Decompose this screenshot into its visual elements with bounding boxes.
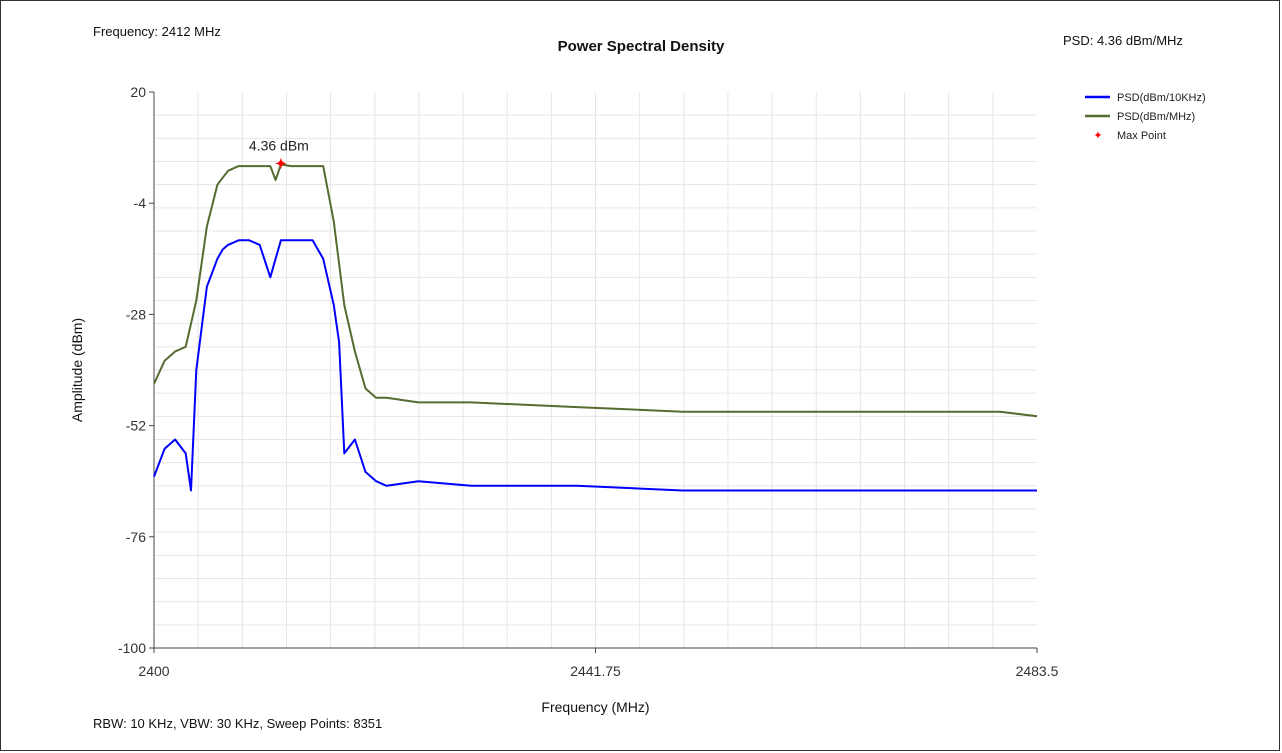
x-tick-label: 2400 bbox=[138, 663, 169, 679]
legend-entry: PSD(dBm/MHz) bbox=[1117, 111, 1195, 123]
y-tick-label: -52 bbox=[126, 418, 146, 434]
x-tick-label: 2441.75 bbox=[570, 663, 621, 679]
x-tick-label: 2483.5 bbox=[1016, 663, 1059, 679]
y-tick-label: -100 bbox=[118, 640, 146, 656]
x-axis-label: Frequency (MHz) bbox=[541, 699, 649, 715]
y-tick-label: -28 bbox=[126, 306, 146, 322]
series-psd-mhz-line bbox=[153, 163, 1038, 418]
psd-readout: PSD: 4.36 dBm/MHz bbox=[1063, 33, 1183, 48]
frequency-readout: Frequency: 2412 MHz bbox=[93, 24, 221, 39]
y-tick-label: -4 bbox=[134, 195, 147, 211]
max-point-label: 4.36 dBm bbox=[249, 137, 309, 153]
legend-entry: PSD(dBm/10KHz) bbox=[1117, 92, 1206, 104]
y-tick-label: -76 bbox=[126, 529, 146, 545]
legend-max-point-icon: ✦ bbox=[1093, 130, 1102, 142]
series-psd-10khz-line bbox=[153, 239, 1037, 492]
sweep-settings-info: RBW: 10 KHz, VBW: 30 KHz, Sweep Points: … bbox=[93, 716, 383, 731]
max-point-marker: ✦ bbox=[275, 155, 287, 171]
y-axis-label: Amplitude (dBm) bbox=[69, 318, 85, 422]
legend-entry: Max Point bbox=[1117, 130, 1166, 142]
y-tick-label: 20 bbox=[130, 84, 146, 100]
chart-title: Power Spectral Density bbox=[557, 38, 725, 55]
